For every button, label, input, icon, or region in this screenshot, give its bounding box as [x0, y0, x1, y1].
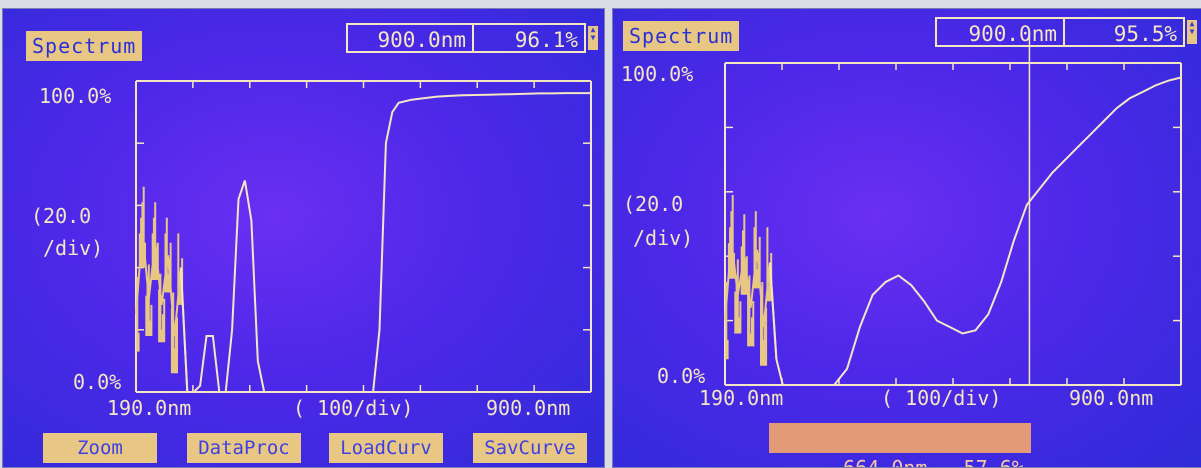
- y-axis-min-label: 0.0%: [657, 364, 706, 388]
- cursor-value: 57.6%: [963, 456, 1024, 468]
- zoom-button[interactable]: Zoom: [43, 433, 157, 463]
- y-axis-min-label: 0.0%: [73, 370, 122, 394]
- spectrum-plot: [724, 33, 1182, 386]
- y-scale-unit-label: /div): [633, 226, 694, 250]
- cursor-wavelength: 664.0nm: [843, 456, 928, 468]
- y-axis-max-label: 100.0%: [39, 84, 112, 108]
- y-scale-unit-label: /div): [43, 236, 104, 260]
- y-axis-max-label: 100.0%: [621, 62, 694, 86]
- noise-region: [724, 195, 778, 366]
- title-spectrum: Spectrum: [26, 31, 143, 61]
- spectrum-plot: [135, 80, 592, 393]
- dataproc-button[interactable]: DataProc: [187, 433, 301, 463]
- value-readout: 95.5%: [1063, 17, 1185, 47]
- spectrum-trace: [179, 92, 591, 393]
- y-scale-label: (20.0: [31, 204, 92, 228]
- wavelength-readout: 900.0nm: [346, 23, 474, 53]
- x-axis-end-label: 900.0nm: [1069, 386, 1154, 410]
- x-axis-start-label: 190.0nm: [107, 396, 192, 420]
- title-spectrum: Spectrum: [623, 21, 740, 51]
- x-axis-start-label: 190.0nm: [699, 386, 784, 410]
- plot-axes: [724, 62, 1182, 386]
- x-axis-end-label: 900.0nm: [486, 396, 571, 420]
- right-spectrum-screen: Spectrum 900.0nm 95.5% ▲ ▼ 100.0% (20.0 /…: [612, 8, 1201, 468]
- scroll-indicator-icon: ▲ ▼: [1187, 20, 1197, 44]
- x-scale-label: ( 100/div): [881, 386, 1002, 410]
- noise-region: [135, 186, 189, 393]
- spectrum-trace: [769, 76, 1182, 386]
- scroll-indicator-icon: ▲ ▼: [588, 26, 598, 50]
- left-spectrum-screen: Spectrum 900.0nm 96.1% ▲ ▼ 100.0% (20.0 /…: [2, 8, 605, 468]
- y-scale-label: (20.0: [623, 192, 684, 216]
- plot-axes: [135, 80, 592, 393]
- x-scale-label: ( 100/div): [293, 396, 414, 420]
- loadcurv-button[interactable]: LoadCurv: [329, 433, 443, 463]
- cursor-readout: 664.0nm 57.6%: [769, 423, 1031, 467]
- value-readout: 96.1%: [472, 23, 586, 53]
- savcurve-button[interactable]: SavCurve: [473, 433, 587, 463]
